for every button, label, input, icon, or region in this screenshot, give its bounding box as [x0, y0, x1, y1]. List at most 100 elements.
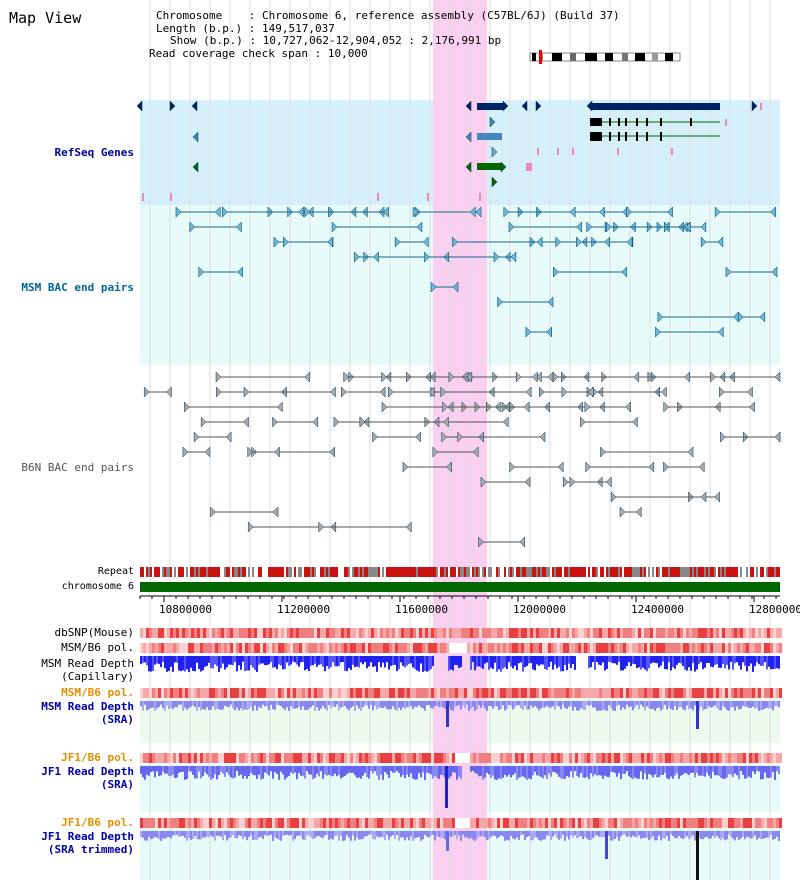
msm-cap-depth-bar — [262, 656, 264, 664]
jf1-trim-depth-bar — [700, 831, 702, 840]
msm-cap-depth-bar — [480, 656, 482, 668]
span-label: Read coverage check span — [149, 46, 308, 60]
repeat-segment — [594, 567, 596, 577]
msm-b6-pol-cell — [728, 643, 731, 653]
track-label-msm-bac[interactable]: MSM BAC end pairs — [21, 281, 134, 294]
b6n-pair-end — [619, 506, 626, 518]
jf1-sra-depth-bar — [712, 766, 714, 772]
jf1-trim-depth-bar — [180, 831, 182, 836]
msm-b6-pol-2-cell — [653, 688, 656, 698]
jf1-trim-depth-bar — [276, 831, 278, 839]
jf1-trim-depth-bar — [600, 831, 602, 838]
msm-sra-depth-bar — [662, 701, 664, 709]
jf1-trim-depth-bar — [656, 831, 658, 841]
msm-sra-depth-bar — [280, 701, 282, 707]
jf1-b6-pol-cell — [248, 753, 251, 763]
jf1-b6-pol-2-cell — [773, 818, 776, 828]
repeat-segment — [264, 567, 266, 577]
length-value: 149,517,037 — [261, 21, 335, 35]
msm-sra-depth-bar — [278, 701, 280, 706]
repeat-segment — [606, 567, 608, 577]
msm-b6-pol-2-cell — [632, 688, 635, 698]
b6n-pair-end — [557, 461, 564, 473]
jf1-sra-depth-bar — [692, 766, 694, 773]
jf1-trim-depth-bar — [438, 831, 440, 838]
jf1-b6-pol-cell — [284, 753, 287, 763]
repeat-segment — [524, 567, 526, 577]
msm-pair-end — [655, 326, 661, 338]
jf1-trim-depth-bar — [324, 831, 326, 836]
repeat-segment — [648, 567, 650, 577]
msm-b6-pol-2-cell — [290, 688, 293, 698]
jf1-trim-depth-bar — [362, 831, 364, 839]
dbsnp-cell — [302, 628, 305, 638]
jf1-sra-depth-bar — [402, 766, 404, 776]
jf1-trim-depth-bar — [190, 831, 192, 840]
track-label-refseq[interactable]: RefSeq Genes — [54, 146, 134, 159]
repeat-segment — [722, 567, 724, 577]
msm-sra-depth-bar — [526, 701, 528, 710]
msm-cap-depth-bar — [702, 656, 704, 670]
repeat-segment — [316, 567, 318, 577]
msm-sra-depth-bar — [722, 701, 724, 707]
jf1-b6-pol-cell — [155, 753, 158, 763]
msm-cap-depth-bar — [202, 656, 204, 671]
dbsnp-cell — [206, 628, 209, 638]
dbsnp-cell — [575, 628, 578, 638]
dbsnp-cell — [638, 628, 641, 638]
dbsnp-cell — [362, 628, 365, 638]
msm-sra-depth-bar — [472, 701, 474, 707]
msm-pair-end — [733, 311, 739, 323]
jf1-sra-depth-bar — [726, 766, 728, 778]
gene-marker — [502, 100, 509, 112]
msm-b6-pol-cell — [290, 643, 293, 653]
msm-pair-end — [273, 236, 280, 248]
dbsnp-cell — [254, 628, 257, 638]
jf1-b6-pol-2-cell — [143, 818, 146, 828]
jf1-sra-depth-bar — [406, 766, 408, 775]
dbsnp-cell — [233, 628, 236, 638]
jf1-trim-depth-bar — [720, 831, 722, 840]
msm-sra-depth-bar — [148, 701, 150, 710]
jf1-sra-depth-bar — [582, 766, 584, 778]
jf1-trim-depth-bar — [570, 831, 572, 836]
jf1-trim-depth-bar — [158, 831, 160, 840]
jf1-trim-depth-bar — [648, 831, 650, 841]
msm-sra-depth-bar — [488, 701, 490, 706]
msm-b6-pol-cell — [461, 643, 464, 653]
jf1-trim-depth-bar — [240, 831, 242, 836]
jf1-b6-pol-cell — [632, 753, 635, 763]
track-label-b6n-bac[interactable]: B6N BAC end pairs — [21, 461, 134, 474]
jf1-trim-depth-bar — [238, 831, 240, 836]
jf1-b6-pol-cell — [260, 753, 263, 763]
dbsnp-cell — [668, 628, 671, 638]
jf1-sra-depth-bar-spike — [445, 766, 448, 808]
msm-b6-pol-cell — [188, 643, 191, 653]
msm-b6-pol-2-cell — [629, 688, 632, 698]
msm-b6-pol-cell — [485, 643, 488, 653]
msm-cap-depth-bar — [400, 656, 402, 663]
b6n-pair-end — [247, 446, 254, 458]
msm-b6-pol-2-cell — [617, 688, 620, 698]
jf1-b6-pol-cell — [650, 753, 653, 763]
repeat-segment — [558, 567, 560, 577]
repeat-segment — [330, 567, 332, 577]
jf1-sra-depth-bar — [732, 766, 734, 777]
msm-cap-depth-bar — [514, 656, 516, 666]
msm-b6-pol-cell — [725, 643, 728, 653]
jf1-b6-pol-2-cell — [176, 818, 179, 828]
msm-sra-depth-bar — [424, 701, 426, 711]
msm-b6-pol-2-cell — [494, 688, 497, 698]
repeat-segment — [466, 567, 468, 577]
msm-cap-depth-bar — [656, 656, 658, 664]
jf1-b6-pol-2-cell — [209, 818, 212, 828]
jf1-trim-depth-bar — [202, 831, 204, 838]
msm-sra-depth-bar — [764, 701, 766, 709]
msm-cap-depth-bar — [762, 656, 764, 666]
jf1-b6-pol-2-cell — [320, 818, 323, 828]
jf1-trim-depth-bar — [220, 831, 222, 837]
msm-cap-depth-bar — [566, 656, 568, 671]
jf1-trim-depth-bar — [178, 831, 180, 838]
jf1-trim-depth-bar — [738, 831, 740, 841]
